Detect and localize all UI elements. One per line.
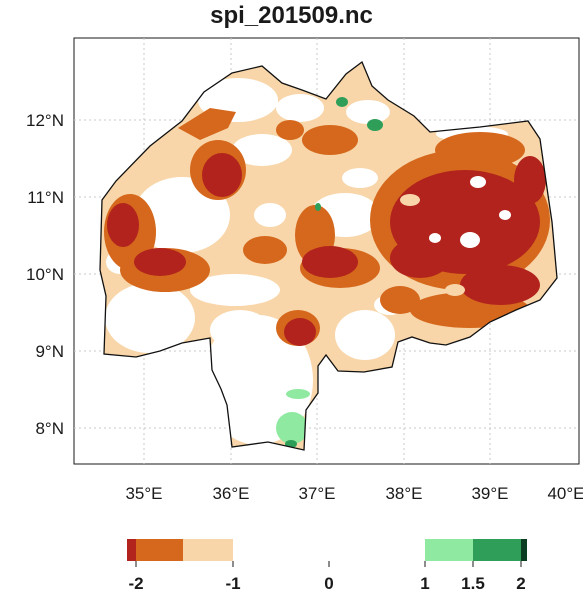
lon-label: 36°E: [212, 484, 249, 503]
lat-label: 8°N: [35, 419, 64, 438]
colorbar-normal: [233, 539, 425, 561]
lat-label: 12°N: [26, 111, 64, 130]
lon-label: 35°E: [125, 484, 162, 503]
colorbar-tick-label: 0: [324, 574, 333, 593]
colorbar-ticks: -2 -1 0 1 1.5 2: [128, 574, 525, 593]
colorbar-extreme-dry: [127, 539, 136, 561]
region-boundary: [99, 60, 558, 451]
colorbar-tick-label: 1.5: [461, 574, 485, 593]
lat-axis: 12°N 11°N 10°N 9°N 8°N: [26, 111, 64, 438]
colorbar-tick-label: 2: [516, 574, 525, 593]
map-title: spi_201509.nc: [210, 2, 373, 29]
colorbar-moderate-wet: [425, 539, 473, 561]
colorbar-moderate-dry: [183, 539, 233, 561]
colorbar-tick-label: 1: [420, 574, 429, 593]
colorbar-severe-dry: [136, 539, 183, 561]
colorbar-tick-label: -2: [128, 574, 143, 593]
lon-label: 38°E: [385, 484, 422, 503]
colorbar-tick-label: -1: [225, 574, 240, 593]
lon-label: 37°E: [298, 484, 335, 503]
colorbar: [127, 539, 527, 567]
lat-label: 11°N: [27, 188, 64, 207]
colorbar-severe-wet: [473, 539, 521, 561]
lon-label: 40°E: [547, 484, 583, 503]
lat-label: 10°N: [26, 265, 64, 284]
lat-label: 9°N: [35, 342, 64, 361]
lon-label: 39°E: [471, 484, 508, 503]
lon-axis: 35°E 36°E 37°E 38°E 39°E 40°E: [125, 484, 583, 503]
colorbar-extreme-wet: [521, 539, 527, 561]
